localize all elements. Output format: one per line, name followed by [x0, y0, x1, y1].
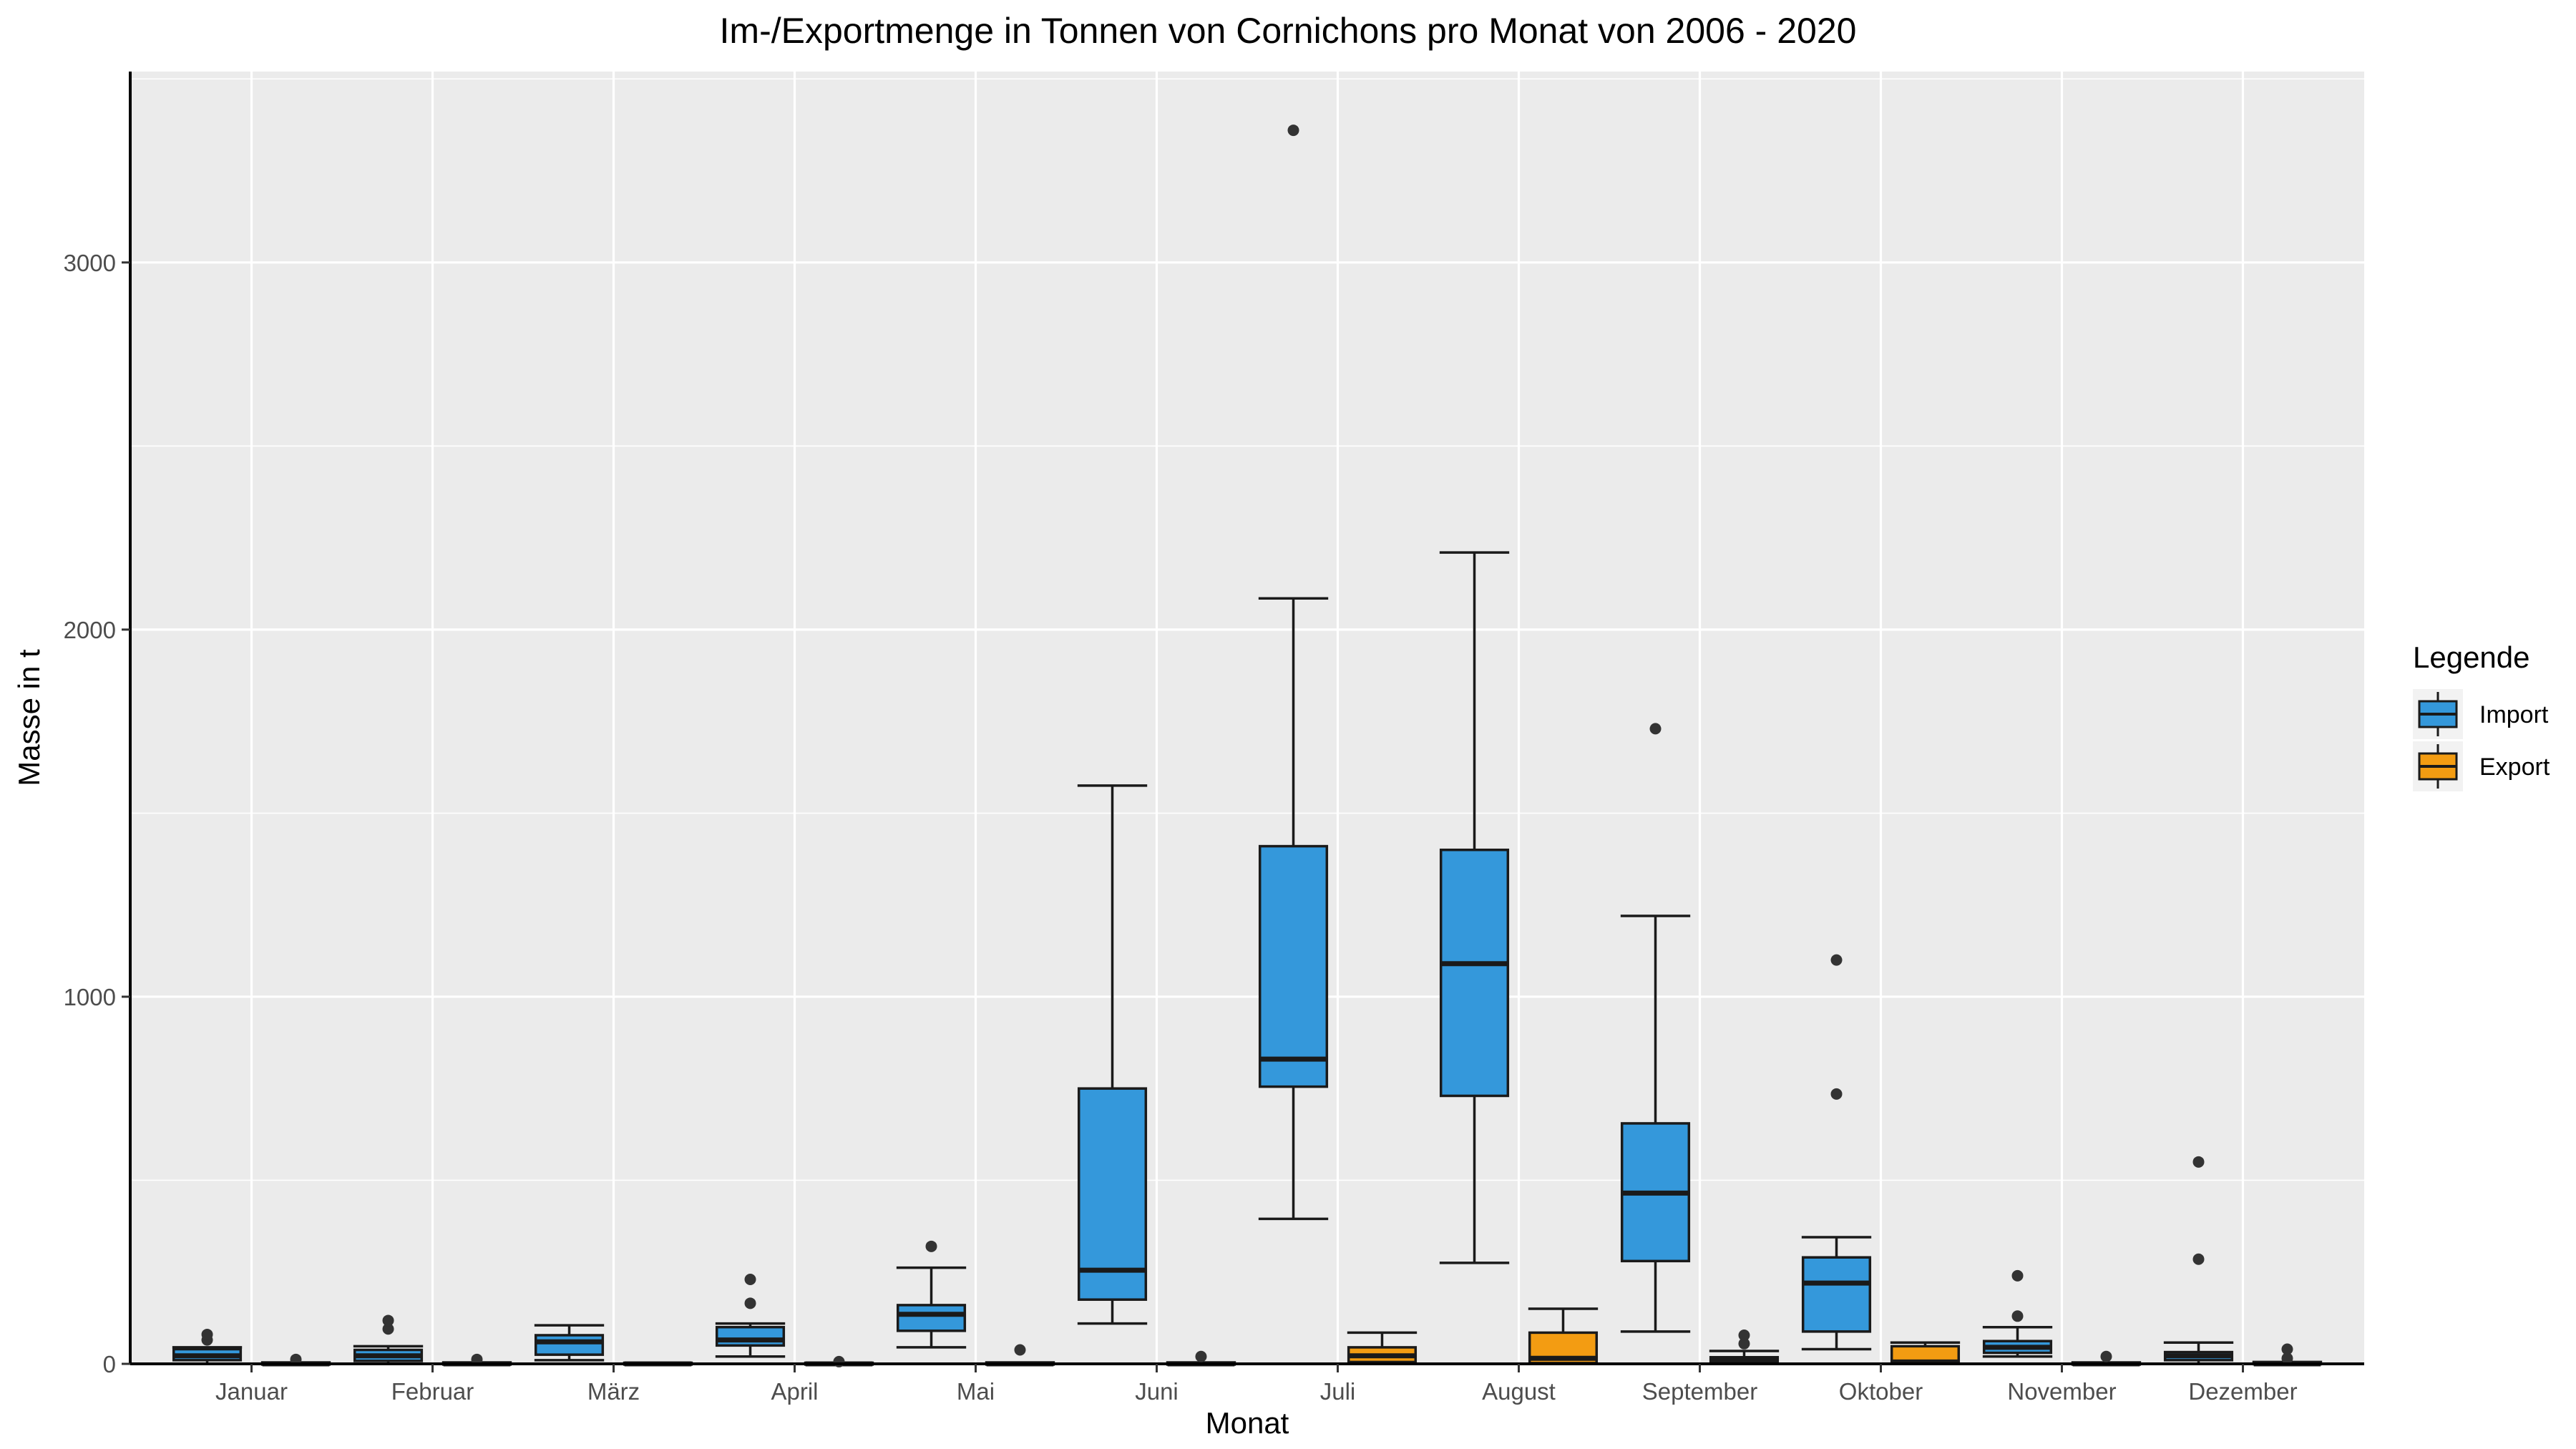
y-axis-title: Masse in t: [12, 649, 46, 786]
outlier-point: [2011, 1310, 2024, 1322]
x-tick-label: Mai: [957, 1378, 995, 1405]
outlier-point: [1830, 954, 1843, 966]
legend-key-export: [2413, 741, 2463, 791]
legend-label-export: Export: [2479, 753, 2550, 781]
y-tick-label: 1000: [64, 984, 116, 1010]
outlier-point: [1649, 723, 1662, 735]
box-import-august: [1439, 551, 1510, 1264]
chart-title: Im-/Exportmenge in Tonnen von Cornichons…: [720, 11, 1857, 51]
box-import-juni: [1077, 784, 1148, 1325]
outlier-point: [201, 1328, 213, 1340]
outlier-point: [744, 1297, 756, 1309]
legend-key-import: [2413, 689, 2463, 739]
outlier-point: [471, 1353, 483, 1365]
box-import-oktober: [1801, 954, 1872, 1351]
box-import-april: [715, 1273, 786, 1358]
outlier-point: [1738, 1329, 1750, 1341]
outlier-point: [1287, 125, 1299, 137]
x-tick-label: November: [2007, 1378, 2116, 1405]
y-tick-label: 2000: [64, 617, 116, 643]
outlier-point: [2100, 1350, 2112, 1362]
box-iqr: [1801, 1256, 1872, 1333]
outlier-point: [2192, 1156, 2205, 1168]
outlier-point: [1738, 1337, 1750, 1350]
box-export-oktober: [1890, 1341, 1961, 1365]
x-tick-label: Februar: [391, 1378, 474, 1405]
box-import-mai: [896, 1240, 967, 1349]
y-tick-label: 0: [103, 1351, 116, 1377]
box-import-september: [1620, 723, 1691, 1333]
outlier-point: [382, 1314, 394, 1327]
outlier-point: [1830, 1088, 1843, 1100]
outlier-point: [290, 1353, 302, 1365]
outlier-point: [1014, 1344, 1026, 1356]
outlier-point: [382, 1323, 394, 1335]
x-tick-label: Januar: [215, 1378, 288, 1405]
x-tick-label: September: [1642, 1378, 1757, 1405]
y-tick-label: 3000: [64, 250, 116, 276]
legend: Legende Import Export: [2413, 640, 2550, 791]
x-tick-label: Juli: [1320, 1378, 1356, 1405]
x-tick-label: April: [771, 1378, 818, 1405]
x-tick-label: März: [587, 1378, 640, 1405]
box-iqr: [896, 1304, 967, 1332]
legend-label-import: Import: [2479, 701, 2549, 728]
box-import-märz: [534, 1324, 605, 1362]
grid-minor: [130, 78, 2364, 1181]
outlier-point: [2192, 1253, 2205, 1265]
y-ticks: 0 1000 2000 3000: [64, 250, 130, 1377]
x-tick-label: Dezember: [2188, 1378, 2297, 1405]
x-tick-label: Juni: [1135, 1378, 1179, 1405]
box-import-november: [1982, 1269, 2053, 1358]
outlier-point: [1195, 1350, 1207, 1362]
outlier-point: [2281, 1343, 2293, 1355]
outlier-point: [2281, 1352, 2293, 1365]
x-axis-title: Monat: [1206, 1406, 1289, 1440]
box-iqr: [1439, 848, 1510, 1098]
box-iqr: [534, 1334, 605, 1356]
legend-title: Legende: [2413, 640, 2530, 674]
box-iqr: [715, 1325, 786, 1347]
x-tick-label: Oktober: [1839, 1378, 1923, 1405]
outlier-point: [833, 1355, 845, 1367]
outlier-point: [925, 1240, 937, 1252]
outlier-point: [2011, 1269, 2024, 1282]
x-ticks: Januar Februar März April Mai Juni Juli August S…: [215, 1364, 2298, 1405]
box-iqr: [1077, 1087, 1148, 1301]
box-import-juli: [1258, 125, 1329, 1221]
x-tick-label: August: [1482, 1378, 1556, 1405]
plot-panel: [130, 72, 2364, 1364]
outlier-point: [744, 1273, 756, 1285]
box-iqr: [1258, 844, 1329, 1088]
